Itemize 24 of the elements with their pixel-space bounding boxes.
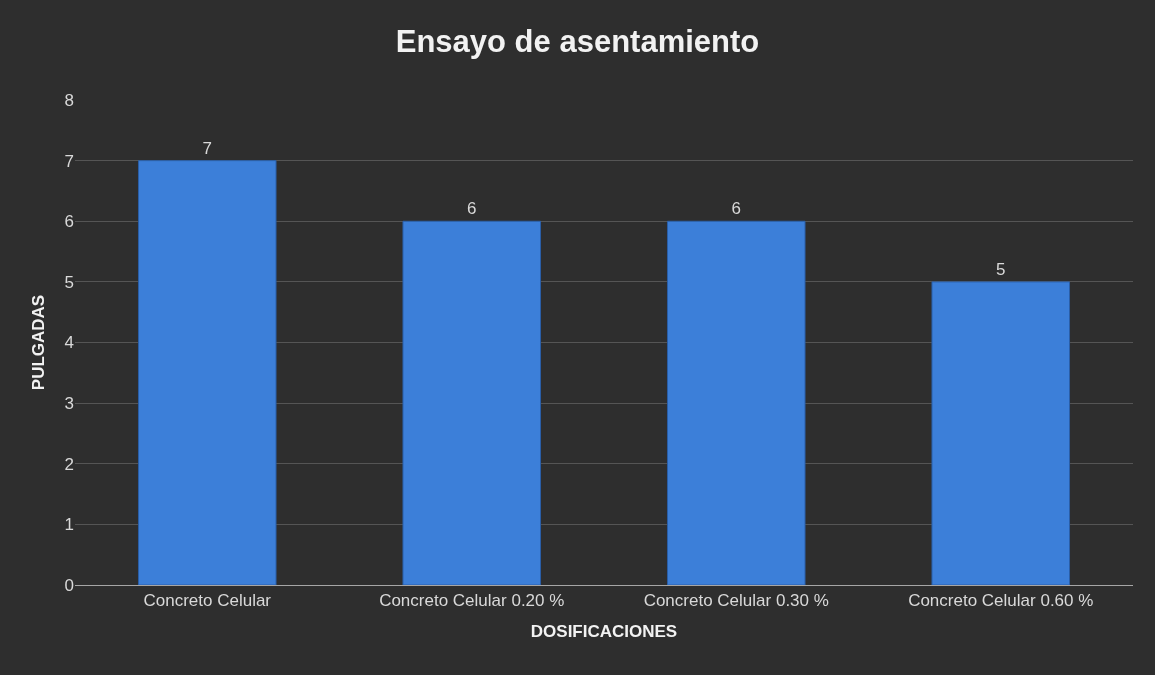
- data-label: 5: [996, 259, 1006, 279]
- x-tick-label: Concreto Celular 0.20 %: [379, 591, 565, 611]
- y-tick-label: 0: [64, 575, 74, 595]
- bar: [137, 160, 277, 585]
- bar: [931, 281, 1071, 585]
- x-tick-label: Concreto Celular: [143, 591, 272, 611]
- x-tick-label: Concreto Celular 0.30 %: [643, 591, 829, 611]
- y-tick-label: 8: [64, 90, 74, 110]
- x-axis-title: DOSIFICACIONES: [530, 621, 678, 641]
- y-tick-label: 4: [64, 333, 74, 353]
- x-tick-label: Concreto Celular 0.60 %: [908, 591, 1094, 611]
- chart-title: Ensayo de asentamiento: [395, 24, 760, 60]
- y-tick-label: 7: [64, 151, 74, 171]
- y-tick-label: 1: [64, 515, 74, 535]
- y-tick-label: 6: [64, 212, 74, 232]
- y-axis-title: PULGADAS: [29, 294, 49, 391]
- y-tick-label: 5: [64, 272, 74, 292]
- y-tick-label: 3: [64, 394, 74, 414]
- y-tick-label: 2: [64, 454, 74, 474]
- bar: [666, 220, 806, 585]
- bar: [402, 220, 542, 585]
- data-label: 6: [731, 199, 741, 219]
- data-label: 6: [467, 199, 477, 219]
- data-label: 7: [202, 138, 212, 158]
